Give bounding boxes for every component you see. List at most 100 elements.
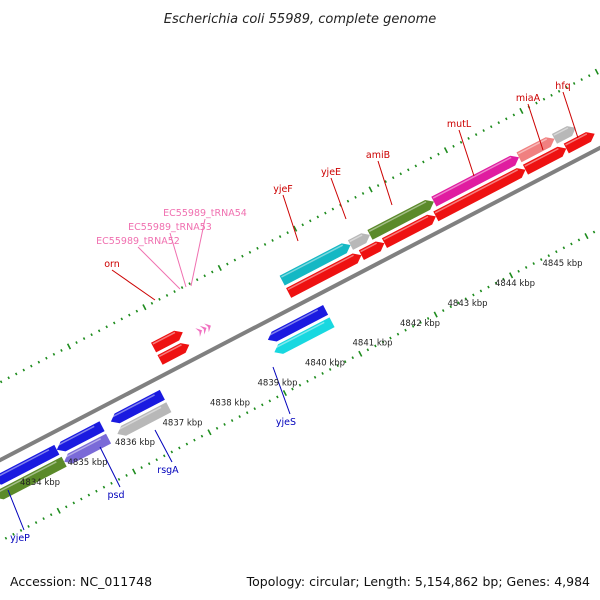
- feature-plus-outer-body: [551, 126, 576, 144]
- upper-scale-tick: [90, 333, 93, 337]
- upper-scale-tick: [165, 294, 169, 297]
- upper-scale-tick: [66, 343, 72, 350]
- gene-label-orn-leader: [111, 269, 156, 301]
- trna-label: EC55989_tRNA52: [96, 236, 180, 247]
- lower-scale-tick: [351, 356, 355, 360]
- feature-plus-outer: [367, 200, 434, 240]
- upper-scale-tick: [188, 282, 191, 286]
- lower-scale-tick: [193, 438, 196, 442]
- lower-scale-tick: [282, 389, 287, 397]
- gene-label-miaA-leader: [527, 103, 544, 151]
- feature-minus-inner-shine: [0, 449, 50, 477]
- lower-scale-tick: [110, 481, 113, 485]
- lower-scale-tick: [502, 277, 505, 281]
- feature-minus-outer-shine: [273, 321, 325, 350]
- kbp-tick-label: 4839 kbp: [258, 379, 298, 389]
- upper-scale-tick: [474, 133, 478, 136]
- lower-scale-tick: [562, 246, 566, 250]
- gene-label-amiB-leader: [377, 160, 393, 206]
- upper-scale-tick: [263, 242, 267, 246]
- feature-plus-outer: [516, 137, 555, 163]
- kbp-tick-label: 4838 kbp: [210, 398, 250, 408]
- gene-label-yjeS-leader: [272, 366, 291, 415]
- feature-minus-outer: [63, 433, 112, 464]
- feature-plus-inner: [381, 214, 436, 248]
- lower-scale-tick: [268, 399, 272, 403]
- upper-scale-tick: [467, 137, 470, 140]
- feature-minus-inner-body: [267, 305, 329, 342]
- upper-scale-tick: [7, 376, 10, 380]
- lower-scale-tick: [366, 348, 370, 352]
- lower-scale-tick: [253, 407, 257, 411]
- feature-plus-outer-body: [431, 155, 519, 207]
- feature-minus-outer-body: [274, 317, 335, 354]
- feature-minus-inner: [109, 389, 165, 424]
- accession-text: Accession: NC_011748: [10, 574, 152, 589]
- upper-scale-tick: [293, 225, 298, 232]
- upper-scale-tick: [354, 195, 357, 199]
- upper-scale-tick: [248, 250, 252, 254]
- feature-minus-outer-body: [64, 433, 112, 464]
- feature-plus-inner-body: [563, 132, 595, 154]
- upper-scale-tick: [301, 223, 304, 227]
- upper-scale-tick: [580, 78, 583, 82]
- gene-label-amiB: amiB: [366, 150, 390, 161]
- lower-scale-tick: [245, 411, 249, 415]
- upper-scale-tick: [565, 85, 568, 89]
- gene-label-orn: orn: [104, 259, 120, 270]
- upper-scale-tick: [422, 160, 425, 164]
- feature-plus-inner-shine: [565, 133, 588, 146]
- upper-scale-tick: [195, 278, 199, 282]
- feature-plus-outer-shine: [432, 156, 512, 199]
- lower-scale-tick: [200, 434, 204, 438]
- feature-plus-outer: [151, 330, 183, 353]
- upper-scale-tick: [309, 219, 312, 223]
- feature-plus-inner-shine: [383, 215, 429, 241]
- upper-scale-tick: [535, 101, 538, 105]
- lower-scale-tick: [570, 242, 573, 246]
- lower-scale-tick: [80, 497, 83, 501]
- feature-plus-outer-body: [367, 200, 434, 240]
- lower-scale-tick: [207, 429, 212, 436]
- lower-scale-tick: [487, 285, 490, 289]
- upper-scale-tick: [482, 129, 485, 133]
- feature-minus-outer-shine: [63, 438, 102, 459]
- feature-plus-inner-shine: [287, 254, 354, 291]
- feature-minus-inner: [0, 444, 60, 485]
- lower-scale-tick: [494, 281, 498, 285]
- gene-label-yjeS: yjeS: [276, 417, 296, 428]
- lower-scale-tick: [457, 301, 460, 305]
- gene-label-hfq-leader: [562, 91, 579, 139]
- feature-minus-inner-body: [0, 444, 60, 485]
- upper-scale-tick: [407, 168, 410, 172]
- feature-minus-outer-shine: [0, 461, 57, 493]
- tick-layer: [0, 68, 599, 540]
- gene-label-yjeP-leader: [7, 489, 25, 531]
- feature-plus-inner-shine: [434, 169, 518, 214]
- lower-scale-tick: [95, 489, 98, 493]
- feature-minus-inner-body: [56, 421, 105, 452]
- feature-minus-inner-shine: [266, 309, 319, 337]
- kbp-tick-label: 4844 kbp: [495, 279, 535, 289]
- lower-scale-tick: [336, 364, 339, 367]
- upper-scale-tick: [286, 231, 289, 235]
- lower-scale-tick: [524, 266, 528, 269]
- feature-minus-outer: [116, 402, 172, 436]
- upper-scale-tick: [324, 211, 327, 215]
- lower-scale-tick: [464, 297, 468, 301]
- lower-scale-tick: [102, 485, 106, 489]
- kbp-tick-label: 4836 kbp: [115, 438, 155, 448]
- upper-scale-tick: [241, 254, 244, 258]
- kbp-tick-label: 4835 kbp: [68, 458, 108, 468]
- upper-scale-tick: [256, 246, 259, 250]
- feature-plus-inner-body: [433, 168, 526, 222]
- upper-scale-tick: [594, 68, 599, 75]
- upper-scale-tick: [158, 297, 161, 301]
- lower-scale-tick: [426, 317, 430, 320]
- lower-scale-tick: [298, 383, 302, 387]
- lower-scale-tick: [230, 419, 234, 422]
- feature-minus-inner-shine: [109, 394, 155, 419]
- upper-scale-tick: [30, 364, 33, 368]
- upper-scale-tick: [210, 270, 214, 274]
